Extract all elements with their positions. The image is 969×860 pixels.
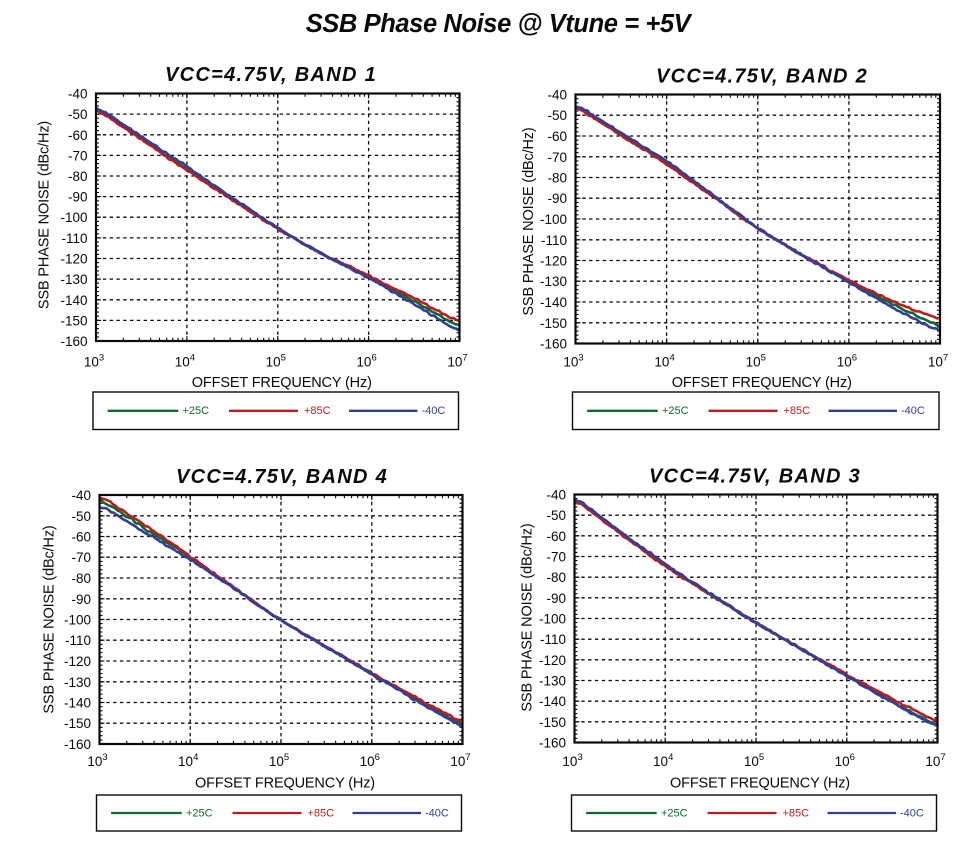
svg-text:-40: -40 xyxy=(71,488,91,503)
svg-text:SSB PHASE NOISE (dBc/Hz): SSB PHASE NOISE (dBc/Hz) xyxy=(520,523,536,711)
svg-text:-70: -70 xyxy=(546,550,566,565)
svg-text:+25C: +25C xyxy=(661,808,688,820)
svg-text:-90: -90 xyxy=(68,190,88,205)
svg-text:+25C: +25C xyxy=(662,405,689,417)
svg-text:SSB Phase Noise @ Vtune = +5V: SSB Phase Noise @ Vtune = +5V xyxy=(306,10,693,38)
svg-text:-60: -60 xyxy=(547,129,567,144)
svg-text:+85C: +85C xyxy=(308,808,335,820)
svg-text:-50: -50 xyxy=(71,509,91,524)
svg-text:-120: -120 xyxy=(64,654,91,669)
svg-text:-50: -50 xyxy=(547,108,567,123)
svg-text:OFFSET FREQUENCY (Hz): OFFSET FREQUENCY (Hz) xyxy=(670,776,850,792)
svg-text:-40C: -40C xyxy=(425,808,449,820)
svg-text:+85C: +85C xyxy=(304,405,331,417)
svg-text:+25C: +25C xyxy=(183,405,210,417)
svg-text:SSB PHASE NOISE (dBc/Hz): SSB PHASE NOISE (dBc/Hz) xyxy=(37,121,53,309)
svg-text:-80: -80 xyxy=(547,171,567,186)
svg-text:VCC=4.75V, BAND 1: VCC=4.75V, BAND 1 xyxy=(165,64,377,86)
svg-text:-90: -90 xyxy=(71,592,91,607)
svg-text:-160: -160 xyxy=(539,736,566,751)
svg-text:OFFSET FREQUENCY (Hz): OFFSET FREQUENCY (Hz) xyxy=(195,776,375,792)
svg-text:-40C: -40C xyxy=(900,808,924,820)
svg-text:SSB PHASE NOISE (dBc/Hz): SSB PHASE NOISE (dBc/Hz) xyxy=(521,127,537,315)
svg-text:-100: -100 xyxy=(60,210,87,225)
svg-text:-130: -130 xyxy=(540,274,567,289)
svg-text:-70: -70 xyxy=(547,150,567,165)
svg-text:OFFSET FREQUENCY (Hz): OFFSET FREQUENCY (Hz) xyxy=(192,375,372,391)
svg-text:-160: -160 xyxy=(60,334,87,349)
svg-text:-150: -150 xyxy=(540,316,567,331)
svg-text:-90: -90 xyxy=(546,591,566,606)
svg-text:VCC=4.75V, BAND 3: VCC=4.75V, BAND 3 xyxy=(649,466,861,488)
svg-text:+25C: +25C xyxy=(186,808,213,820)
svg-text:-50: -50 xyxy=(546,508,566,523)
svg-text:-150: -150 xyxy=(60,313,87,328)
svg-text:OFFSET FREQUENCY (Hz): OFFSET FREQUENCY (Hz) xyxy=(672,375,852,391)
svg-text:-70: -70 xyxy=(68,148,88,163)
svg-text:-150: -150 xyxy=(64,716,91,731)
svg-text:-140: -140 xyxy=(60,293,87,308)
svg-text:-40: -40 xyxy=(546,488,566,503)
svg-text:-140: -140 xyxy=(540,295,567,310)
svg-text:-60: -60 xyxy=(546,529,566,544)
svg-text:-40: -40 xyxy=(547,88,567,103)
svg-text:-110: -110 xyxy=(61,231,87,246)
svg-text:-100: -100 xyxy=(540,212,567,227)
svg-text:-100: -100 xyxy=(539,612,566,627)
svg-text:-160: -160 xyxy=(540,337,567,352)
svg-text:-40C: -40C xyxy=(901,405,925,417)
svg-text:-120: -120 xyxy=(60,252,87,267)
svg-text:-40: -40 xyxy=(68,87,88,102)
svg-text:-110: -110 xyxy=(65,633,91,648)
svg-text:-110: -110 xyxy=(541,233,567,248)
svg-text:-150: -150 xyxy=(539,715,566,730)
svg-text:-120: -120 xyxy=(540,254,567,269)
svg-text:-120: -120 xyxy=(539,653,566,668)
svg-text:+85C: +85C xyxy=(784,405,811,417)
svg-text:-100: -100 xyxy=(64,613,91,628)
svg-text:-60: -60 xyxy=(68,128,88,143)
svg-text:-70: -70 xyxy=(71,550,91,565)
svg-text:-50: -50 xyxy=(68,107,88,122)
svg-text:-130: -130 xyxy=(64,675,91,690)
svg-text:VCC=4.75V, BAND 4: VCC=4.75V, BAND 4 xyxy=(176,466,388,488)
svg-text:-130: -130 xyxy=(539,674,566,689)
svg-text:-110: -110 xyxy=(540,632,566,647)
svg-text:SSB PHASE NOISE (dBc/Hz): SSB PHASE NOISE (dBc/Hz) xyxy=(41,525,57,713)
svg-text:-40C: -40C xyxy=(422,405,446,417)
svg-text:-140: -140 xyxy=(64,696,91,711)
svg-text:-160: -160 xyxy=(64,737,91,752)
svg-text:-80: -80 xyxy=(71,571,91,586)
svg-text:-140: -140 xyxy=(539,694,566,709)
svg-text:-90: -90 xyxy=(547,191,567,206)
svg-text:-60: -60 xyxy=(71,530,91,545)
svg-text:-80: -80 xyxy=(68,169,88,184)
svg-text:-80: -80 xyxy=(546,570,566,585)
svg-text:+85C: +85C xyxy=(783,808,810,820)
svg-text:VCC=4.75V, BAND 2: VCC=4.75V, BAND 2 xyxy=(656,66,868,88)
svg-text:-130: -130 xyxy=(60,272,87,287)
